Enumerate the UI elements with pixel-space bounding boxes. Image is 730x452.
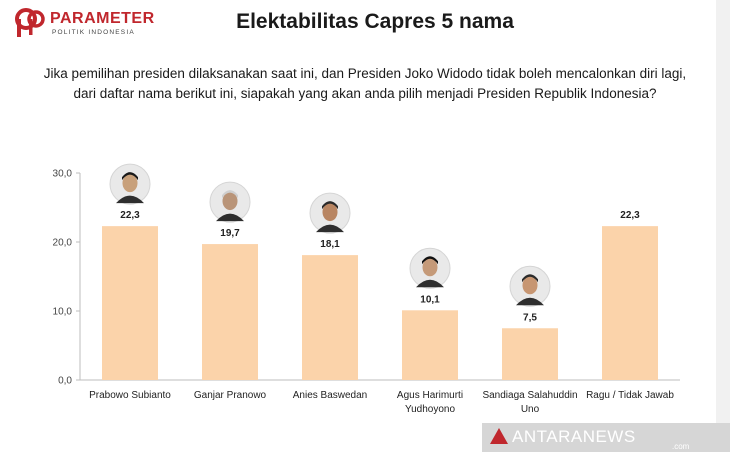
antaranews-watermark: ANTARANEWS .com (482, 423, 730, 452)
data-label: 22,3 (120, 210, 140, 221)
page-edge-strip (716, 0, 730, 452)
chart-title: Elektabilitas Capres 5 nama (236, 10, 514, 33)
logo-name: PARAMETER (50, 10, 155, 27)
bar (402, 310, 458, 380)
data-label: 18,1 (320, 239, 340, 250)
x-tick-label: Anies Baswedan (293, 390, 368, 401)
x-tick-label: Ganjar Pranowo (194, 390, 267, 401)
bar (602, 226, 658, 380)
x-tick-label: Yudhoyono (405, 404, 455, 415)
ganjar-photo (209, 181, 251, 223)
x-tick-label: Uno (521, 404, 540, 415)
x-tick-label: Sandiaga Salahuddin (482, 390, 577, 401)
data-label: 19,7 (220, 228, 240, 239)
bar (302, 255, 358, 380)
x-tick-label: Agus Harimurti (397, 390, 463, 401)
survey-question: Jika pemilihan presiden dilaksanakan saa… (43, 66, 687, 101)
y-tick-label: 30,0 (53, 169, 73, 180)
anies-photo (309, 192, 351, 234)
x-tick-label: Ragu / Tidak Jawab (586, 390, 674, 401)
data-label: 22,3 (620, 210, 640, 221)
ahy-photo (409, 247, 451, 289)
watermark-sub: .com (672, 442, 690, 451)
sandiaga-photo (509, 265, 551, 307)
x-tick-label: Prabowo Subianto (89, 390, 171, 401)
y-tick-label: 10,0 (53, 307, 73, 318)
y-tick-label: 20,0 (53, 238, 73, 249)
bar (202, 244, 258, 380)
data-label: 7,5 (523, 312, 537, 323)
antaranews-logo-icon (490, 428, 508, 444)
logo-tagline: POLITIK INDONESIA (52, 29, 135, 36)
prabowo-photo (109, 163, 151, 205)
data-label: 10,1 (420, 294, 440, 305)
bar (502, 328, 558, 380)
parameter-logo: PARAMETER POLITIK INDONESIA (14, 6, 174, 46)
watermark-text: ANTARANEWS (512, 427, 636, 446)
y-tick-label: 0,0 (58, 376, 72, 387)
parameter-logo-icon (15, 8, 45, 37)
bar (102, 226, 158, 380)
